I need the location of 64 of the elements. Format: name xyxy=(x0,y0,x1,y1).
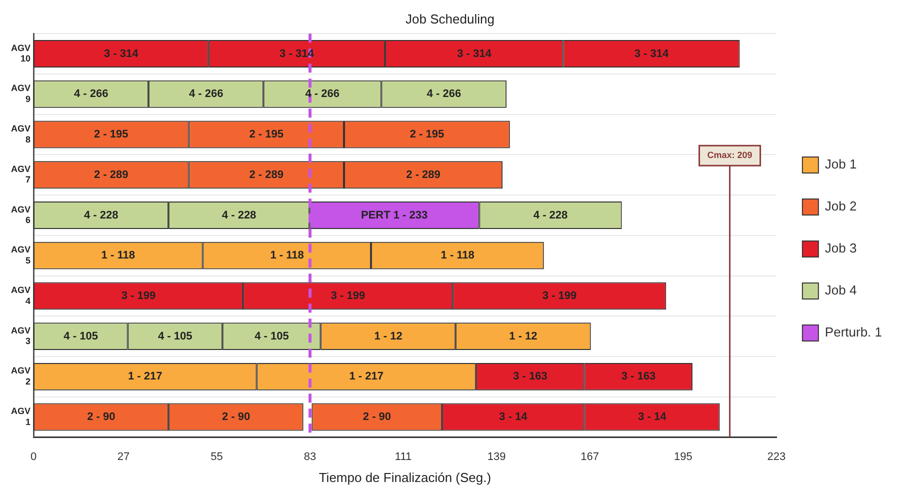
annotation: 1 - 12 xyxy=(509,330,538,342)
annotation: 2 - 195 xyxy=(94,128,128,141)
x-tick-label: 27 xyxy=(117,450,130,463)
x-tick-label: 111 xyxy=(394,450,412,463)
annotation: 1 - 118 xyxy=(440,250,474,262)
annotation: 4 - 105 xyxy=(254,330,289,342)
x-tick-label: 139 xyxy=(487,450,506,463)
annotation: 2 - 289 xyxy=(94,168,128,181)
annotation: 4 - 228 xyxy=(533,209,568,222)
x-tick-label: 167 xyxy=(580,450,600,463)
legend-label: Perturb. 1 xyxy=(824,324,882,340)
y-tick-label: AGV 6 xyxy=(10,204,31,226)
annotation: 3 - 14 xyxy=(638,411,668,424)
legend-label: Job 2 xyxy=(824,198,857,214)
x-tick-label: 223 xyxy=(767,450,786,463)
annotation: 4 - 105 xyxy=(64,330,98,342)
annotation: 3 - 199 xyxy=(121,290,156,302)
annotation: 4 - 266 xyxy=(426,88,462,100)
annotation: 2 - 289 xyxy=(249,168,284,181)
annotation: 1 - 118 xyxy=(270,250,304,262)
annotation: 1 - 118 xyxy=(101,250,135,262)
legend-label: Job 3 xyxy=(824,240,857,256)
x-tick-label: 55 xyxy=(210,450,223,463)
annotation: 2 - 195 xyxy=(249,128,284,141)
annotation: 3 - 314 xyxy=(104,48,140,60)
y-tick-label: AGV 2 xyxy=(10,366,31,387)
x-tick-label: 83 xyxy=(304,450,316,463)
chart-title: Job Scheduling xyxy=(406,11,494,26)
annotation: 3 - 163 xyxy=(513,370,548,383)
legend-label: Job 1 xyxy=(824,156,857,172)
y-tick-label: AGV 10 xyxy=(10,42,31,64)
annotation: 4 - 228 xyxy=(84,209,118,222)
annotation: 2 - 195 xyxy=(410,128,444,141)
annotation: 3 - 314 xyxy=(634,48,670,60)
annotation: PERT 1 - 233 xyxy=(360,209,428,222)
annotation: 2 - 90 xyxy=(87,411,116,424)
annotation: 2 - 90 xyxy=(222,411,250,424)
annotation: 3 - 14 xyxy=(499,411,528,424)
annotation: 3 - 199 xyxy=(542,290,577,302)
annotation: 3 - 163 xyxy=(621,370,656,383)
x-tick-label: 195 xyxy=(674,450,692,463)
y-tick-label: AGV 3 xyxy=(10,325,31,346)
y-tick-label: AGV 1 xyxy=(10,406,31,427)
y-tick-label: AGV 7 xyxy=(10,164,31,185)
annotation: 1 - 12 xyxy=(374,330,402,342)
annotation: 1 - 217 xyxy=(349,370,384,383)
annotation: 3 - 199 xyxy=(330,290,366,302)
annotation: 4 - 266 xyxy=(305,88,340,100)
annotation: 3 - 314 xyxy=(457,48,492,60)
ref-line-label: Cmax: 209 xyxy=(707,150,752,160)
x-axis-title: Tiempo de Finalización (Seg.) xyxy=(318,470,492,485)
annotation: 4 - 266 xyxy=(188,88,224,100)
annotation: 4 - 228 xyxy=(222,209,256,222)
y-tick-label: AGV 8 xyxy=(10,124,31,144)
x-tick-label: 0 xyxy=(30,450,37,463)
annotation: 2 - 90 xyxy=(362,411,392,424)
legend-label: Job 4 xyxy=(824,282,857,298)
y-tick-label: AGV 4 xyxy=(10,285,31,306)
annotation: 4 - 266 xyxy=(74,88,108,100)
annotation: 1 - 217 xyxy=(128,370,162,383)
annotation: 2 - 289 xyxy=(406,168,440,181)
annotation: 4 - 105 xyxy=(158,330,192,342)
y-tick-label: AGV 5 xyxy=(10,244,31,266)
y-tick-label: AGV 9 xyxy=(10,83,31,104)
